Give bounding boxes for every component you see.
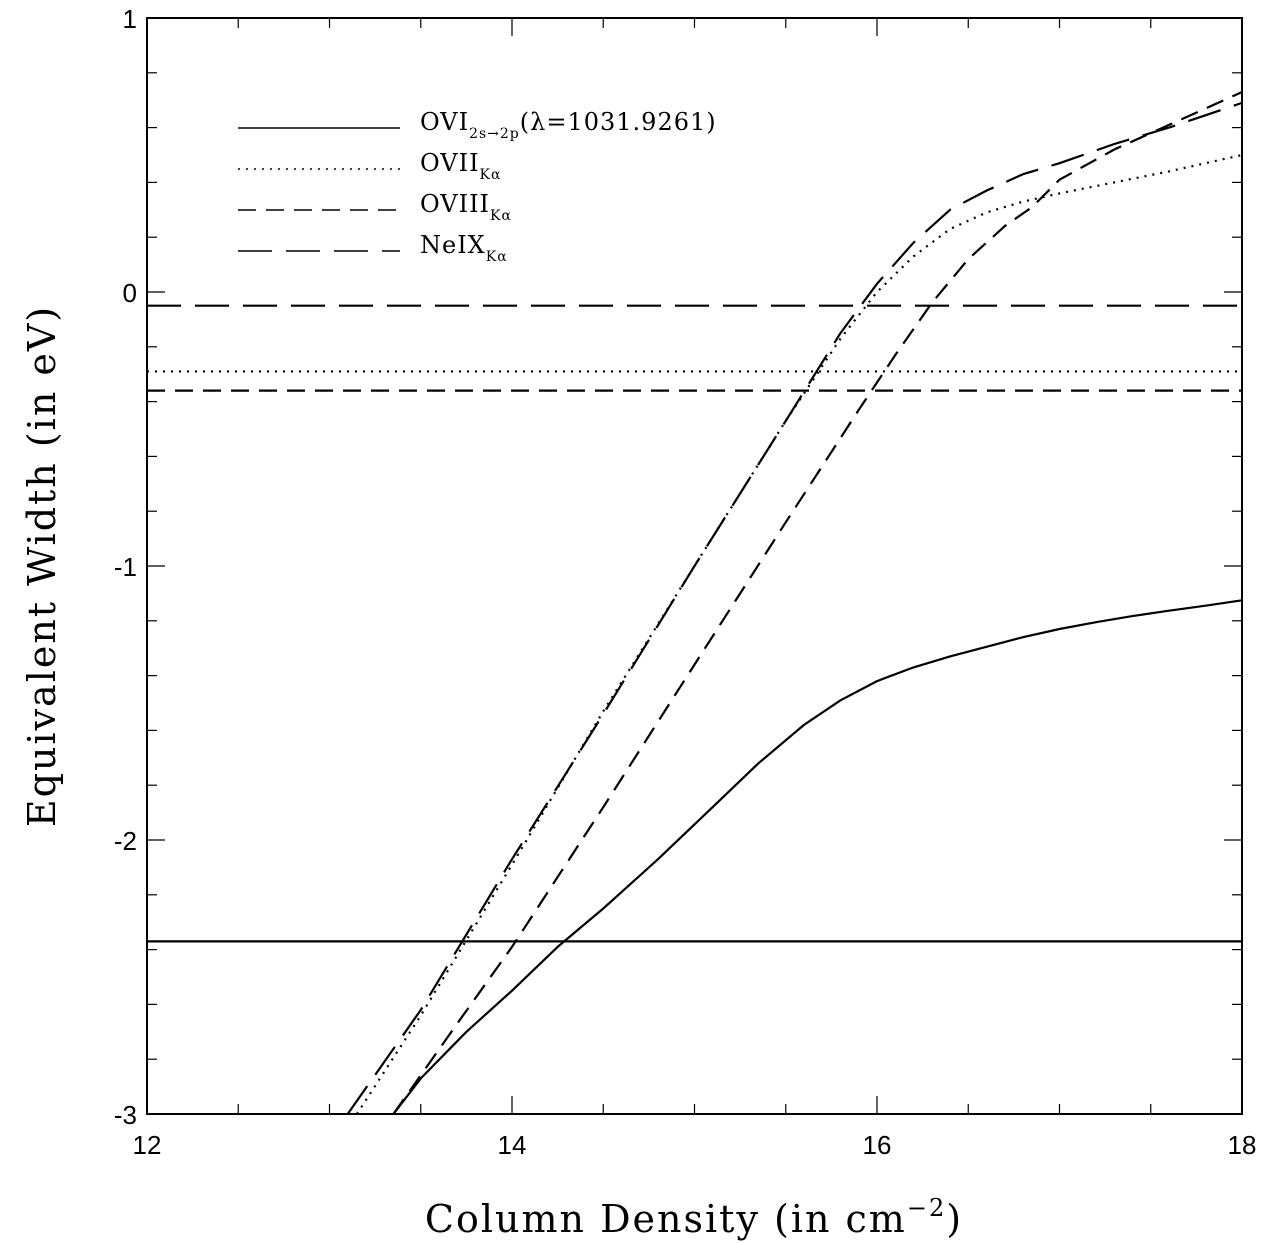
x-tick-label: 12 — [133, 1130, 162, 1160]
series-line-oviii — [392, 90, 1242, 1114]
x-tick-label: 16 — [863, 1130, 892, 1160]
series-line-ovii — [355, 153, 1242, 1114]
legend-subscript: Kα — [486, 249, 508, 265]
legend-subscript: Kα — [490, 208, 512, 224]
legend-label-oviii: OVIIIKα — [420, 190, 512, 224]
x-axis-label-tail: ) — [946, 1197, 963, 1241]
legend-label-ovi: OVI2s→2p(λ=1031.9261) — [420, 108, 717, 142]
y-tick-label: -3 — [114, 1100, 137, 1130]
legend-name: NeIX — [420, 231, 486, 259]
legend-name: OVIII — [420, 190, 490, 218]
x-axis-label-text: Column Density (in cm — [425, 1197, 907, 1241]
x-axis-label-superscript: −2 — [907, 1194, 946, 1222]
legend-subscript: 2s→2p — [469, 126, 520, 142]
legend-name: OVI — [420, 108, 469, 136]
y-tick-label: -2 — [114, 826, 137, 856]
series-line-neix — [346, 101, 1242, 1114]
legend-subscript: Kα — [480, 167, 502, 183]
y-tick-label: 0 — [123, 278, 137, 308]
x-tick-label: 18 — [1228, 1130, 1257, 1160]
legend-name: OVII — [420, 149, 480, 177]
x-tick-label: 14 — [498, 1130, 527, 1160]
axis-tick-labels: 12 14 16 18 -3 -2 -1 0 1 — [114, 4, 1257, 1160]
series-lines — [346, 90, 1242, 1114]
legend-label-ovii: OVIIKα — [420, 149, 501, 183]
series-line-ovi — [392, 599, 1242, 1114]
y-axis-label: Equivalent Width (in eV) — [20, 305, 64, 827]
legend-label-neix: NeIXKα — [420, 231, 508, 265]
x-axis-label: Column Density (in cm−2) — [425, 1194, 963, 1241]
y-tick-label: -1 — [114, 552, 137, 582]
threshold-lines — [147, 304, 1242, 943]
plot-frame — [146, 17, 1243, 1115]
y-tick-label: 1 — [123, 4, 137, 34]
legend-suffix: (λ=1031.9261) — [520, 108, 717, 136]
